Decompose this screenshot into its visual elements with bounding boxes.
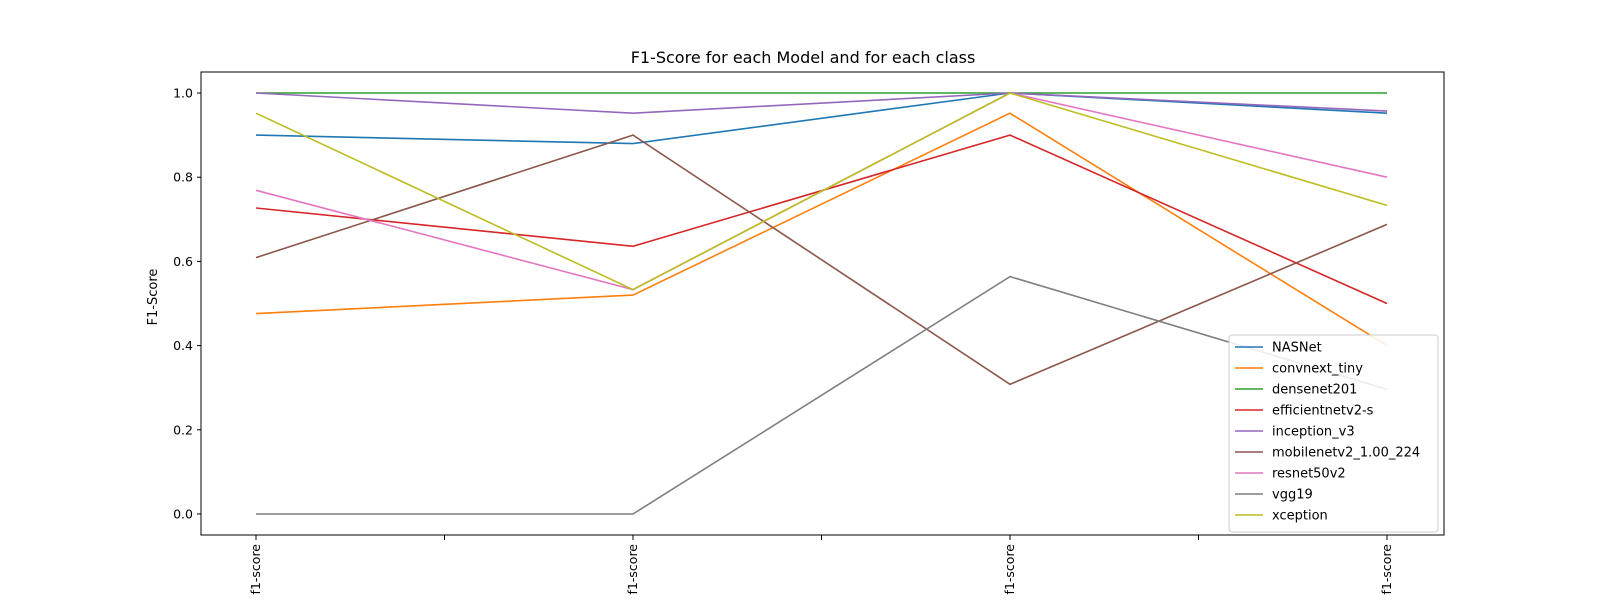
series-lines xyxy=(255,92,1388,515)
x-tick-label: f1-score xyxy=(1379,544,1394,595)
series-line-efficientnetv2-s xyxy=(255,134,1388,305)
legend-box xyxy=(1228,334,1439,533)
y-tick-label: 0.2 xyxy=(173,422,193,437)
legend-label: xception xyxy=(1272,509,1328,524)
x-tick-label: f1-score xyxy=(1002,544,1017,595)
legend-label: convnext_tiny xyxy=(1272,362,1363,377)
legend-label: resnet50v2 xyxy=(1272,467,1346,482)
legend-label: vgg19 xyxy=(1272,488,1313,503)
x-tick-label: f1-score xyxy=(625,544,640,595)
series-line-nasnet xyxy=(255,92,1388,145)
series-line-mobilenetv2-1-00-224 xyxy=(255,134,1388,386)
y-axis-ticks: 0.0 0.2 0.4 0.6 0.8 1.0 xyxy=(173,86,201,521)
y-tick-label: 1.0 xyxy=(173,86,193,101)
legend-label: efficientnetv2-s xyxy=(1272,404,1374,419)
legend-label: mobilenetv2_1.00_224 xyxy=(1272,446,1420,461)
series-line-inception-v3 xyxy=(255,92,1388,115)
plot-area-frame xyxy=(200,71,1445,536)
x-tick-label: f1-score xyxy=(248,544,263,595)
legend-label: densenet201 xyxy=(1272,383,1357,398)
legend-label: inception_v3 xyxy=(1272,425,1355,440)
x-axis-ticks: f1-score f1-score f1-score f1-score xyxy=(248,535,1394,594)
series-line-xception xyxy=(255,92,1388,291)
y-tick-label: 0.4 xyxy=(173,338,193,353)
legend: NASNet convnext_tiny densenet201 efficientn… xyxy=(1228,334,1439,533)
y-tick-label: 0.0 xyxy=(173,506,193,521)
series-line-convnext-tiny xyxy=(255,112,1388,347)
chart-title: F1-Score for each Model and for each cla… xyxy=(631,48,976,67)
y-axis-label: F1-Score xyxy=(146,269,161,326)
y-tick-label: 0.6 xyxy=(173,254,193,269)
y-tick-label: 0.8 xyxy=(173,170,193,185)
series-line-vgg19 xyxy=(256,275,1388,515)
legend-label: NASNet xyxy=(1272,341,1322,356)
